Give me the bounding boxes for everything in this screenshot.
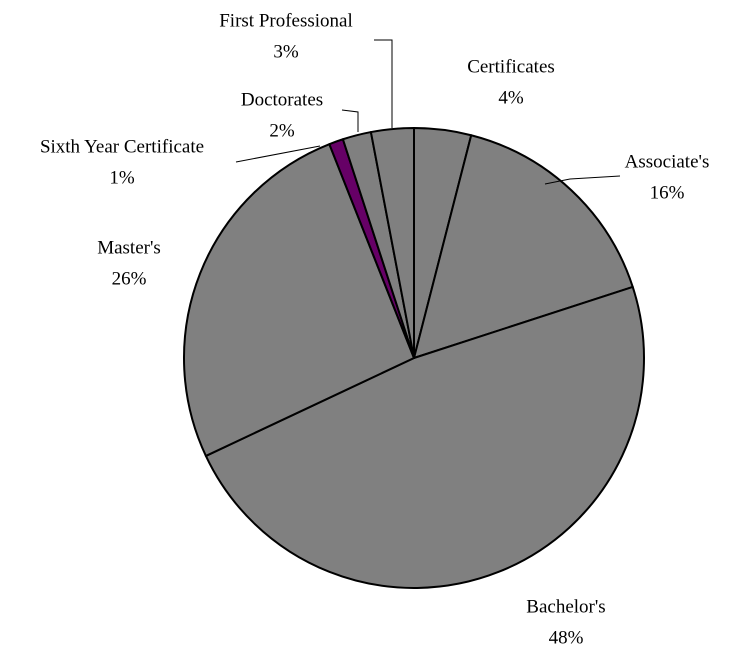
leader-line — [235, 145, 321, 163]
value-label: 2% — [269, 120, 295, 141]
value-label: 1% — [109, 167, 135, 188]
pie-slice — [183, 143, 415, 457]
pie-slice — [204, 285, 645, 589]
pie-slice — [369, 127, 415, 359]
leader-line — [544, 175, 621, 185]
slice-label: First Professional — [219, 10, 353, 31]
leader-line — [341, 109, 359, 132]
value-label: 16% — [650, 182, 685, 203]
value-label: 48% — [549, 627, 584, 646]
slice-label: Bachelor's — [526, 596, 605, 617]
value-label: 3% — [273, 41, 299, 62]
slice-label: Doctorates — [241, 89, 323, 110]
slice-label: Certificates — [467, 56, 555, 77]
value-label: 26% — [112, 268, 147, 289]
leader-line — [374, 39, 393, 128]
slice-label: Master's — [97, 237, 161, 258]
pie-slice — [413, 134, 634, 359]
slice-label: Associate's — [625, 151, 710, 172]
slice-label: Sixth Year Certificate — [40, 136, 204, 157]
value-label: 4% — [498, 87, 524, 108]
